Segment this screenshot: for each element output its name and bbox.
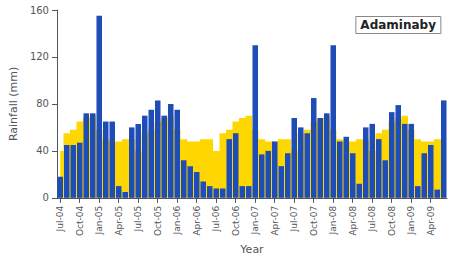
svg-text:Apr-08: Apr-08 bbox=[348, 206, 358, 236]
svg-text:120: 120 bbox=[30, 51, 49, 62]
svg-text:Jan-07: Jan-07 bbox=[250, 206, 260, 236]
svg-text:Adaminaby: Adaminaby bbox=[360, 18, 436, 32]
svg-text:Apr-07: Apr-07 bbox=[270, 206, 280, 236]
svg-text:0: 0 bbox=[43, 192, 49, 203]
svg-text:Year: Year bbox=[239, 243, 264, 256]
svg-text:160: 160 bbox=[30, 5, 49, 16]
svg-text:Jul-08: Jul-08 bbox=[367, 206, 377, 233]
svg-text:Jul-04: Jul-04 bbox=[55, 206, 65, 233]
svg-text:Oct-06: Oct-06 bbox=[231, 206, 241, 237]
svg-text:Jul-05: Jul-05 bbox=[133, 206, 143, 233]
svg-text:Apr-09: Apr-09 bbox=[426, 206, 436, 236]
svg-text:Jul-07: Jul-07 bbox=[289, 206, 299, 233]
svg-text:Jul-06: Jul-06 bbox=[211, 206, 221, 233]
svg-text:Oct-07: Oct-07 bbox=[309, 206, 319, 236]
svg-text:Jan-05: Jan-05 bbox=[94, 206, 104, 236]
svg-text:Jan-06: Jan-06 bbox=[172, 206, 182, 236]
svg-text:Oct-05: Oct-05 bbox=[153, 206, 163, 236]
svg-text:Rainfall (mm): Rainfall (mm) bbox=[7, 67, 20, 141]
svg-text:Jan-09: Jan-09 bbox=[406, 206, 416, 236]
svg-text:Apr-05: Apr-05 bbox=[114, 206, 124, 236]
svg-text:Oct-04: Oct-04 bbox=[75, 206, 85, 237]
svg-text:Apr-06: Apr-06 bbox=[192, 206, 202, 236]
svg-text:40: 40 bbox=[36, 145, 49, 156]
svg-text:Oct-08: Oct-08 bbox=[387, 206, 397, 237]
svg-text:Jan-08: Jan-08 bbox=[328, 206, 338, 236]
svg-text:80: 80 bbox=[36, 98, 49, 109]
